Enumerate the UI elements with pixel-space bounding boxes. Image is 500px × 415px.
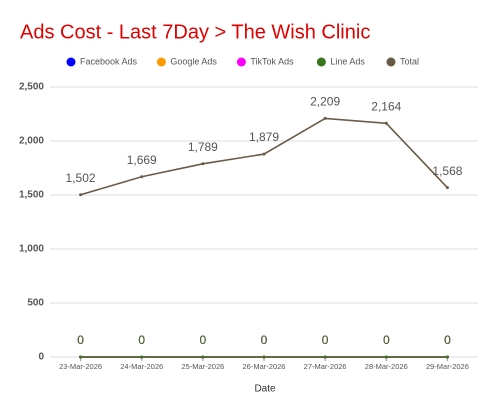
point (140, 175, 144, 179)
data-label: 0 (200, 333, 207, 347)
point (201, 162, 205, 166)
data-label: 0 (77, 333, 84, 347)
data-label: 0 (200, 333, 207, 347)
data-label: 0 (383, 333, 390, 347)
data-label: 1,879 (249, 130, 279, 144)
point (79, 193, 83, 197)
x-tick-label: 26-Mar-2026 (243, 362, 286, 371)
legend-marker (316, 57, 326, 67)
legend-label: Total (400, 56, 419, 66)
point (323, 116, 327, 120)
point (384, 121, 388, 125)
point (140, 355, 144, 359)
legend-marker (236, 57, 246, 67)
x-tick-label: 23-Mar-2026 (59, 362, 102, 371)
x-axis-title: Date (254, 384, 276, 395)
data-label: 0 (138, 333, 145, 347)
data-label: 0 (322, 333, 329, 347)
legend-label: Line Ads (330, 56, 365, 66)
y-tick-label: 1,000 (19, 244, 44, 255)
point (262, 152, 266, 156)
point (323, 355, 327, 359)
x-tick-label: 29-Mar-2026 (426, 362, 469, 371)
data-label: 1,669 (127, 153, 157, 167)
data-label: 0 (383, 333, 390, 347)
y-tick-label: 1,500 (19, 190, 44, 201)
data-label: 0 (444, 333, 451, 347)
data-label: 0 (138, 333, 145, 347)
x-tick-label: 27-Mar-2026 (304, 362, 347, 371)
data-label: 0 (444, 333, 451, 347)
point (445, 186, 449, 190)
legend-marker (156, 57, 166, 67)
data-label: 0 (383, 333, 390, 347)
legend-label: Google Ads (170, 56, 217, 66)
y-tick-label: 2,500 (19, 82, 44, 93)
data-label: 0 (322, 333, 329, 347)
point (384, 355, 388, 359)
legend-label: Facebook Ads (80, 56, 138, 66)
chart-title: Ads Cost - Last 7Day > The Wish Clinic (20, 21, 370, 43)
legend-marker (386, 57, 396, 67)
data-label: 0 (200, 333, 207, 347)
data-label: 0 (322, 333, 329, 347)
data-label: 0 (322, 333, 329, 347)
data-label: 0 (77, 333, 84, 347)
legend-label: TikTok Ads (250, 56, 294, 66)
data-label: 0 (261, 333, 268, 347)
data-label: 1,789 (188, 140, 218, 154)
y-tick-label: 2,000 (19, 136, 44, 147)
data-label: 0 (383, 333, 390, 347)
data-label: 0 (444, 333, 451, 347)
x-tick-label: 24-Mar-2026 (120, 362, 163, 371)
x-tick-label: 25-Mar-2026 (181, 362, 224, 371)
y-tick-label: 0 (38, 352, 44, 363)
data-label: 0 (261, 333, 268, 347)
point (262, 355, 266, 359)
y-tick-label: 500 (27, 298, 44, 309)
data-label: 1,502 (66, 171, 96, 185)
data-label: 0 (444, 333, 451, 347)
x-tick-label: 28-Mar-2026 (365, 362, 408, 371)
data-label: 0 (138, 333, 145, 347)
data-label: 0 (77, 333, 84, 347)
data-label: 1,568 (432, 164, 462, 178)
legend-marker (66, 57, 76, 67)
data-label: 2,164 (371, 99, 401, 113)
point (79, 355, 83, 359)
data-label: 0 (261, 333, 268, 347)
data-label: 2,209 (310, 95, 340, 109)
data-label: 0 (261, 333, 268, 347)
data-label: 0 (138, 333, 145, 347)
point (445, 355, 449, 359)
data-label: 0 (77, 333, 84, 347)
data-label: 0 (200, 333, 207, 347)
point (201, 355, 205, 359)
